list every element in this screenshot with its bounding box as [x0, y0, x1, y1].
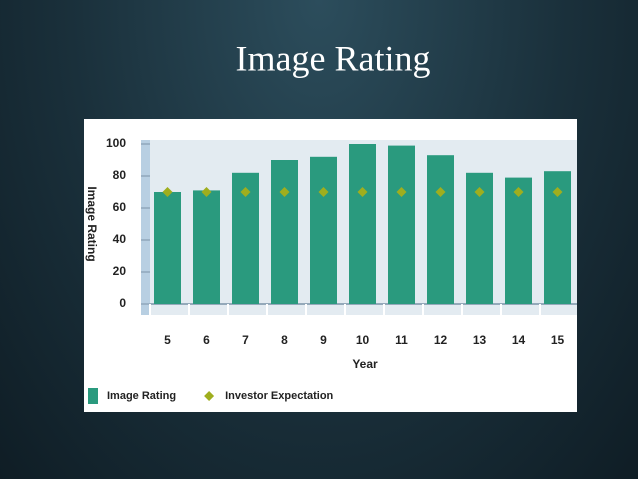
marker — [474, 187, 485, 197]
marker — [513, 187, 524, 197]
marker — [318, 187, 329, 197]
y-axis-title: Image Rating — [85, 186, 99, 261]
y-tick-label: 100 — [106, 136, 126, 150]
legend-label: Image Rating — [107, 390, 176, 402]
bar — [154, 192, 181, 304]
bar — [505, 177, 532, 304]
y-tick-label: 80 — [113, 168, 127, 182]
marker — [357, 187, 368, 197]
x-tick-label: 12 — [434, 333, 448, 347]
marker — [162, 187, 173, 197]
x-axis-title: Year — [352, 357, 378, 371]
x-tick-label: 6 — [203, 333, 210, 347]
marker — [201, 187, 212, 197]
bar — [388, 145, 415, 304]
x-tick-label: 7 — [242, 333, 249, 347]
bar — [349, 144, 376, 304]
x-tick-label: 10 — [356, 333, 370, 347]
x-tick-label: 13 — [473, 333, 487, 347]
slide-title: Image Rating — [236, 38, 431, 78]
x-tick-label: 8 — [281, 333, 288, 347]
y-tick-label: 60 — [113, 200, 127, 214]
x-tick-label: 15 — [551, 333, 565, 347]
x-tick-label: 14 — [512, 333, 526, 347]
bar — [427, 155, 454, 304]
bar — [310, 156, 337, 304]
bar — [193, 190, 220, 304]
y-tick-label: 40 — [113, 232, 127, 246]
y-axis-band — [141, 140, 150, 315]
bar — [271, 160, 298, 304]
y-tick-label: 0 — [119, 296, 126, 310]
legend-swatch — [88, 388, 98, 404]
legend-label: Investor Expectation — [225, 390, 333, 402]
legend-marker — [204, 391, 215, 401]
marker — [552, 187, 563, 197]
x-tick-label: 9 — [320, 333, 327, 347]
marker — [435, 187, 446, 197]
marker — [240, 187, 251, 197]
x-tick-label: 11 — [395, 333, 408, 347]
y-tick-label: 20 — [113, 264, 127, 278]
marker — [396, 187, 407, 197]
marker — [279, 187, 290, 197]
x-tick-label: 5 — [164, 333, 171, 347]
